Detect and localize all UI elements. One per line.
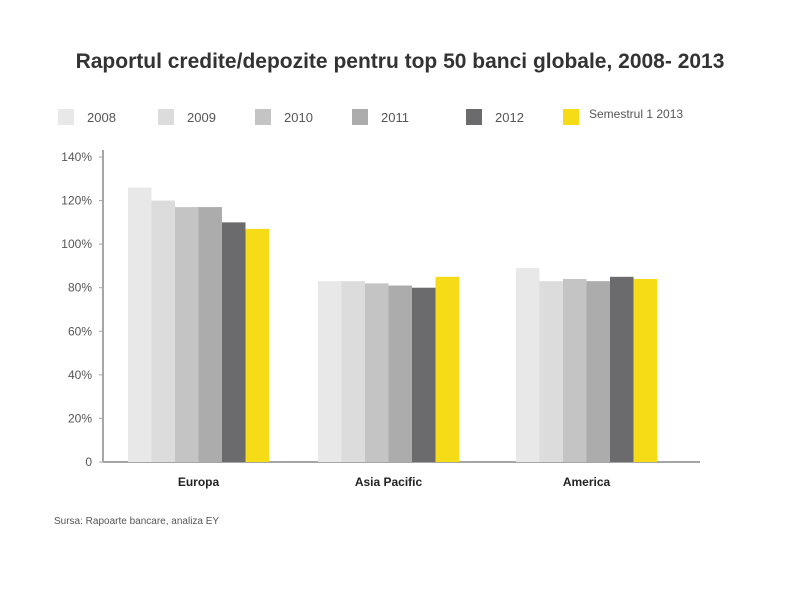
- bar-asia-pacific-2009: [341, 281, 365, 462]
- y-tick-label: 20%: [68, 411, 92, 425]
- y-tick-label: 60%: [68, 324, 92, 338]
- legend-item-2012: 2012: [466, 106, 524, 128]
- legend-swatch-2012: [466, 109, 482, 125]
- legend-item-semestrul-1-2013: Semestrul 1 2013: [563, 103, 683, 125]
- chart-legend: 2008 2009 2010 2011 2012 Semestrul 1 201…: [58, 106, 758, 132]
- bar-america-semestrul-1-2013: [633, 279, 657, 462]
- legend-swatch-2010: [255, 109, 271, 125]
- y-tick-label: 100%: [61, 237, 92, 251]
- y-tick-label: 80%: [68, 281, 92, 295]
- bar-america-2012: [610, 276, 634, 462]
- legend-swatch-2008: [58, 109, 74, 125]
- legend-item-2010: 2010: [255, 106, 313, 128]
- legend-item-2009: 2009: [158, 106, 216, 128]
- legend-item-2008: 2008: [58, 106, 116, 128]
- x-category-label: America: [563, 475, 611, 489]
- bar-asia-pacific-2010: [365, 283, 389, 462]
- legend-label-2010: 2010: [284, 109, 313, 125]
- source-note: Sursa: Rapoarte bancare, analiza EY: [54, 516, 220, 527]
- legend-swatch-semestrul-1-2013: [563, 109, 579, 125]
- legend-label-semestrul-1-2013: Semestrul 1 2013: [589, 107, 684, 121]
- bar-europa-2012: [222, 222, 246, 462]
- bar-america-2011: [586, 281, 610, 462]
- bar-europa-2011: [198, 207, 222, 462]
- legend-item-2011: 2011: [352, 106, 409, 128]
- bar-europa-2010: [175, 207, 199, 462]
- y-tick-label: 140%: [61, 150, 92, 164]
- y-tick-label: 0: [85, 455, 92, 469]
- bar-europa-2008: [128, 187, 152, 462]
- bar-america-2010: [563, 279, 587, 462]
- x-category-label: Europa: [178, 475, 220, 489]
- bar-asia-pacific-semestrul-1-2013: [435, 276, 459, 462]
- x-category-label: Asia Pacific: [355, 475, 423, 489]
- y-tick-label: 120%: [61, 194, 92, 208]
- bar-america-2008: [516, 268, 540, 462]
- bar-asia-pacific-2008: [318, 281, 342, 462]
- legend-label-2009: 2009: [187, 109, 216, 125]
- bar-asia-pacific-2011: [388, 285, 412, 462]
- bar-america-2009: [539, 281, 563, 462]
- legend-label-2008: 2008: [87, 109, 116, 125]
- legend-label-2012: 2012: [495, 109, 524, 125]
- bar-asia-pacific-2012: [412, 287, 436, 462]
- legend-label-2011: 2011: [381, 109, 409, 125]
- bar-europa-semestrul-1-2013: [245, 228, 269, 462]
- y-tick-label: 40%: [68, 368, 92, 382]
- legend-swatch-2011: [352, 109, 368, 125]
- legend-swatch-2009: [158, 109, 174, 125]
- chart-title: Raportul credite/depozite pentru top 50 …: [75, 50, 725, 73]
- bar-europa-2009: [151, 200, 175, 463]
